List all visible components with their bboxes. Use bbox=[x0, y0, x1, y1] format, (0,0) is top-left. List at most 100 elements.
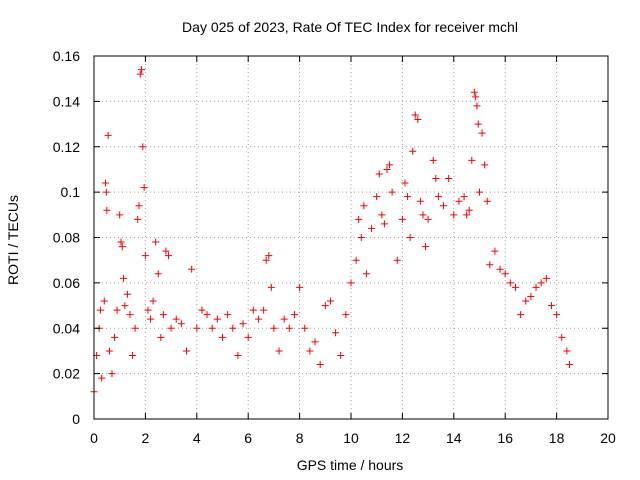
data-point bbox=[102, 179, 110, 187]
data-point bbox=[108, 370, 116, 378]
chart-title: Day 025 of 2023, Rate Of TEC Index for r… bbox=[182, 19, 518, 35]
data-point bbox=[476, 188, 483, 196]
y-tick-label: 0.16 bbox=[53, 48, 80, 64]
data-point bbox=[219, 333, 226, 341]
data-point bbox=[491, 247, 499, 255]
data-point bbox=[165, 252, 173, 260]
x-tick-label: 10 bbox=[343, 430, 359, 446]
x-tick-label: 20 bbox=[600, 430, 616, 446]
x-tick-label: 8 bbox=[296, 430, 304, 446]
data-point bbox=[522, 297, 530, 305]
data-point bbox=[517, 311, 525, 319]
data-point bbox=[373, 193, 381, 201]
data-point bbox=[527, 292, 535, 300]
data-point bbox=[424, 215, 432, 223]
data-point bbox=[496, 265, 504, 273]
data-point bbox=[506, 279, 514, 287]
data-point bbox=[468, 156, 476, 164]
y-tick-label: 0.04 bbox=[53, 320, 80, 336]
data-point bbox=[136, 70, 144, 78]
data-point bbox=[144, 306, 152, 314]
data-point bbox=[470, 88, 478, 96]
data-point bbox=[326, 297, 334, 305]
data-point bbox=[138, 66, 146, 74]
x-tick-label: 2 bbox=[142, 430, 150, 446]
data-point bbox=[152, 238, 160, 246]
data-point bbox=[172, 315, 180, 323]
data-point bbox=[355, 215, 363, 223]
data-point bbox=[193, 324, 201, 332]
x-tick-label: 18 bbox=[549, 430, 565, 446]
data-point bbox=[239, 320, 247, 328]
data-point bbox=[432, 175, 440, 183]
data-point bbox=[102, 188, 110, 196]
x-tick-label: 6 bbox=[244, 430, 252, 446]
data-point bbox=[473, 102, 481, 110]
data-point bbox=[542, 274, 550, 282]
data-point bbox=[321, 302, 329, 310]
data-point bbox=[404, 193, 412, 201]
data-point bbox=[386, 161, 394, 169]
data-point bbox=[362, 270, 370, 278]
data-point bbox=[558, 333, 566, 341]
data-point bbox=[118, 243, 126, 251]
data-point bbox=[105, 347, 113, 355]
data-point bbox=[411, 111, 419, 119]
data-point bbox=[445, 175, 453, 183]
data-point bbox=[275, 347, 283, 355]
data-point bbox=[100, 297, 108, 305]
data-point bbox=[398, 215, 406, 223]
data-point bbox=[116, 211, 124, 219]
data-point bbox=[149, 297, 157, 305]
data-point bbox=[306, 347, 314, 355]
x-tick-label: 4 bbox=[193, 430, 201, 446]
data-point bbox=[368, 224, 376, 232]
data-point bbox=[434, 193, 442, 201]
data-point bbox=[103, 206, 111, 214]
data-point bbox=[422, 243, 430, 251]
y-tick-label: 0.02 bbox=[53, 366, 80, 382]
data-point bbox=[120, 274, 128, 282]
data-point bbox=[393, 256, 401, 264]
data-point bbox=[162, 247, 170, 255]
data-point bbox=[429, 156, 437, 164]
data-point bbox=[203, 311, 211, 319]
data-point bbox=[249, 306, 257, 314]
data-point bbox=[483, 197, 491, 205]
data-point bbox=[383, 165, 391, 173]
data-point bbox=[98, 374, 106, 382]
data-point bbox=[260, 306, 268, 314]
data-points bbox=[90, 66, 573, 396]
data-point bbox=[474, 120, 482, 128]
data-point bbox=[129, 351, 137, 359]
data-point bbox=[565, 361, 573, 369]
data-point bbox=[167, 324, 175, 332]
data-point bbox=[375, 170, 383, 178]
data-point bbox=[409, 147, 417, 155]
data-point bbox=[352, 256, 360, 264]
data-point bbox=[131, 324, 139, 332]
y-tick-label: 0.08 bbox=[53, 230, 80, 246]
data-point bbox=[244, 333, 252, 341]
data-point bbox=[224, 311, 232, 319]
data-point bbox=[134, 215, 142, 223]
data-point bbox=[547, 302, 555, 310]
data-point bbox=[135, 202, 143, 210]
data-point bbox=[183, 347, 191, 355]
data-point bbox=[414, 116, 422, 124]
data-point bbox=[126, 311, 134, 319]
x-tick-label: 12 bbox=[395, 430, 411, 446]
data-point bbox=[159, 311, 167, 319]
data-point bbox=[296, 283, 304, 291]
data-point bbox=[388, 188, 396, 196]
data-point bbox=[478, 129, 486, 137]
y-tick-label: 0.14 bbox=[53, 93, 80, 109]
data-point bbox=[455, 197, 463, 205]
y-tick-label: 0 bbox=[72, 411, 80, 427]
data-point bbox=[440, 202, 448, 210]
data-point bbox=[285, 324, 293, 332]
data-point bbox=[301, 324, 309, 332]
data-point bbox=[316, 361, 324, 369]
x-tick-label: 16 bbox=[497, 430, 513, 446]
